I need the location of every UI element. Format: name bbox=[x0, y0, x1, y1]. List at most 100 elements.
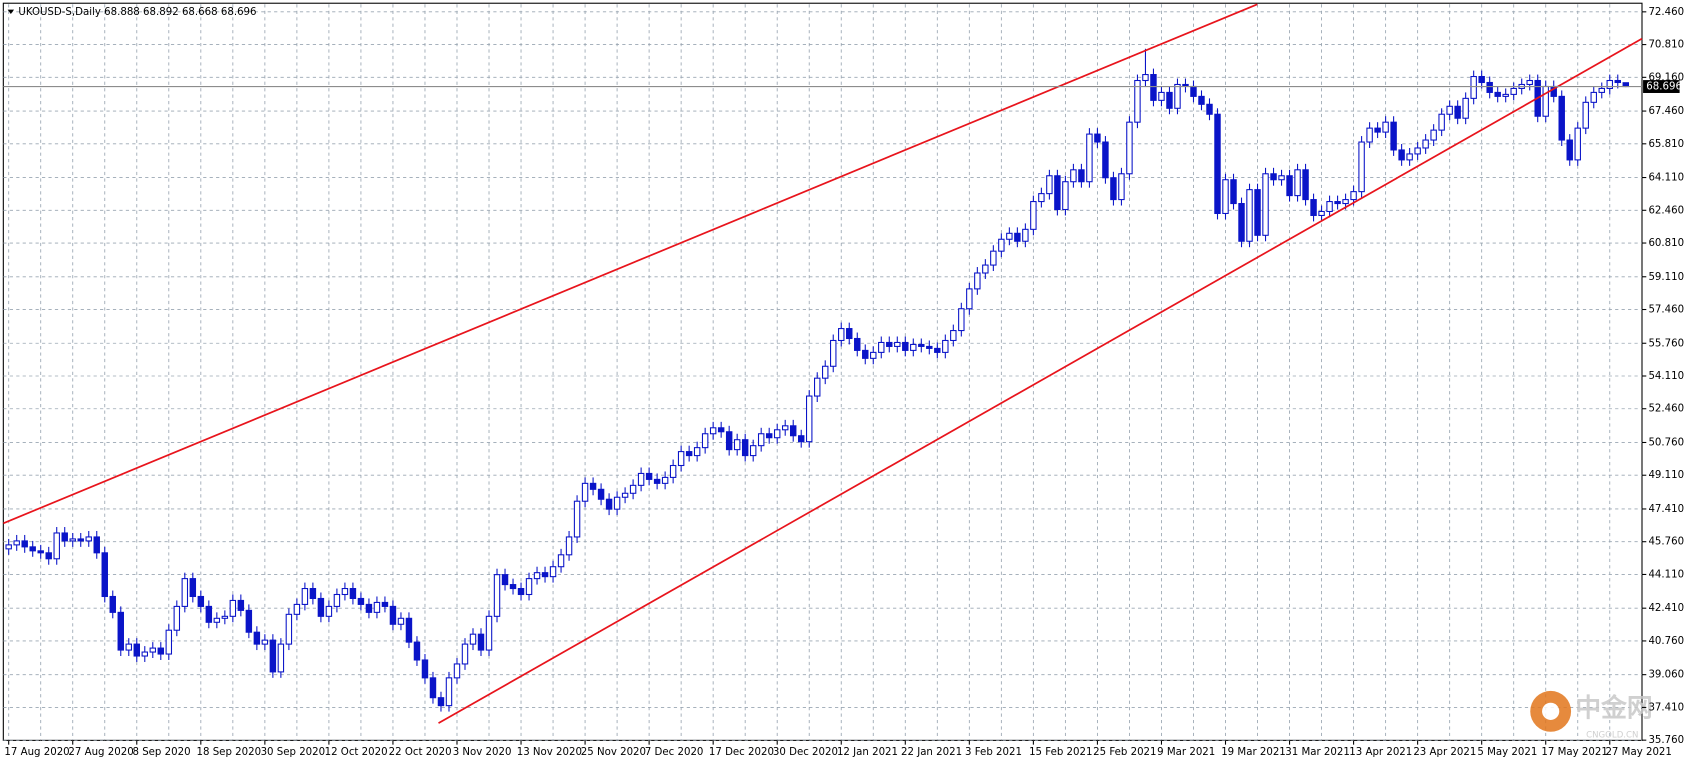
candle-body bbox=[285, 613, 293, 645]
candle-body bbox=[1062, 181, 1069, 211]
candle-body bbox=[93, 536, 100, 554]
candle-body bbox=[29, 546, 36, 552]
candle-body bbox=[1542, 85, 1549, 117]
candle-body bbox=[69, 538, 76, 542]
candle-body bbox=[373, 601, 381, 613]
candle-body bbox=[469, 633, 477, 645]
watermark-site: CNGOLD.CN bbox=[1586, 730, 1638, 740]
candle-body bbox=[429, 677, 437, 699]
candle-body bbox=[1070, 169, 1077, 183]
candle-body bbox=[1294, 169, 1301, 197]
candle-body bbox=[157, 647, 165, 655]
candle-body bbox=[1382, 121, 1389, 133]
candle-body bbox=[517, 588, 525, 596]
y-tick-label: 67.460 bbox=[1648, 106, 1684, 117]
candle-body bbox=[349, 588, 357, 600]
candle-body bbox=[205, 605, 213, 623]
chart-title: UKOUSD-S,Daily 68.888 68.892 68.668 68.6… bbox=[18, 7, 256, 18]
x-tick-label: 8 Sep 2020 bbox=[132, 747, 190, 758]
candle-body bbox=[1318, 210, 1325, 216]
y-tick-label: 65.810 bbox=[1648, 139, 1684, 150]
candle-body bbox=[1030, 201, 1037, 230]
candle-body bbox=[605, 498, 613, 510]
candle-body bbox=[549, 566, 557, 578]
candle-body bbox=[773, 429, 781, 439]
candle-body bbox=[213, 617, 221, 623]
candle-body bbox=[982, 264, 989, 274]
candle-body bbox=[1134, 79, 1141, 123]
candle-body bbox=[822, 365, 829, 379]
candle-body bbox=[1358, 141, 1365, 193]
candle-body bbox=[1190, 85, 1197, 97]
candle-body bbox=[1270, 173, 1277, 181]
candle-body bbox=[765, 433, 773, 439]
candle-body bbox=[1198, 95, 1205, 105]
candle-body bbox=[341, 588, 349, 596]
candle-body bbox=[974, 272, 981, 290]
candle-body bbox=[141, 651, 149, 657]
candle-body bbox=[565, 536, 573, 556]
candle-body bbox=[1094, 133, 1101, 143]
candle-body bbox=[381, 601, 389, 607]
candle-body bbox=[317, 597, 325, 617]
y-tick-label: 64.110 bbox=[1648, 173, 1684, 184]
candle-body bbox=[1038, 193, 1045, 203]
candle-body bbox=[21, 540, 28, 548]
candle-body bbox=[533, 572, 541, 580]
candle-body bbox=[1174, 83, 1181, 109]
candle-body bbox=[1574, 127, 1581, 161]
candle-body bbox=[1374, 127, 1381, 133]
x-tick-label: 25 Nov 2020 bbox=[581, 747, 646, 758]
trend-line bbox=[2, 3, 1258, 525]
candle-body bbox=[1462, 97, 1469, 119]
candle-body bbox=[926, 345, 933, 349]
candle-body bbox=[1142, 74, 1149, 82]
x-tick-label: 12 Jan 2021 bbox=[837, 747, 898, 758]
y-tick-label: 45.760 bbox=[1648, 537, 1684, 548]
candle-body bbox=[229, 599, 237, 617]
candle-body bbox=[717, 427, 725, 433]
candle-body bbox=[445, 677, 453, 707]
candle-body bbox=[397, 617, 405, 625]
y-tick-label: 42.410 bbox=[1648, 603, 1684, 614]
candle-body bbox=[806, 395, 813, 443]
candle-body bbox=[61, 532, 68, 542]
candle-body bbox=[37, 550, 44, 554]
candle-body bbox=[902, 341, 909, 351]
candle-body bbox=[1262, 173, 1269, 236]
candle-body bbox=[878, 341, 885, 353]
candle-body bbox=[733, 439, 741, 451]
candle-body bbox=[677, 451, 685, 467]
candle-body bbox=[581, 482, 589, 502]
y-tick-label: 60.810 bbox=[1648, 238, 1684, 249]
candle-body bbox=[637, 472, 645, 486]
candle-body bbox=[1526, 79, 1533, 86]
candle-body bbox=[1438, 113, 1445, 131]
x-tick-label: 9 Mar 2021 bbox=[1157, 747, 1215, 758]
candle-body bbox=[237, 599, 245, 611]
candle-body bbox=[854, 337, 861, 351]
candle-body bbox=[133, 643, 141, 657]
candle-body bbox=[1502, 93, 1509, 97]
candle-body bbox=[589, 482, 597, 490]
ohlc-open: 68.888 bbox=[104, 7, 140, 18]
candle-body bbox=[1478, 75, 1485, 84]
candle-body bbox=[493, 574, 501, 617]
candle-body bbox=[509, 584, 517, 590]
candle-body bbox=[1558, 95, 1565, 141]
candle-body bbox=[781, 425, 789, 431]
candle-body bbox=[1126, 121, 1133, 175]
watermark: 中金网 CNGOLD.CN bbox=[1530, 690, 1653, 740]
candle-body bbox=[1246, 189, 1253, 242]
candle-body bbox=[1366, 127, 1373, 143]
candle-body bbox=[1254, 189, 1261, 236]
x-tick-label: 31 Mar 2021 bbox=[1285, 747, 1350, 758]
candle-body bbox=[870, 351, 877, 359]
candle-body bbox=[421, 659, 429, 679]
candle-body bbox=[597, 488, 605, 500]
candle-body bbox=[5, 544, 12, 550]
candle-body bbox=[501, 574, 509, 586]
y-tick-label: 40.760 bbox=[1648, 636, 1684, 647]
y-tick-label: 35.760 bbox=[1648, 735, 1684, 746]
